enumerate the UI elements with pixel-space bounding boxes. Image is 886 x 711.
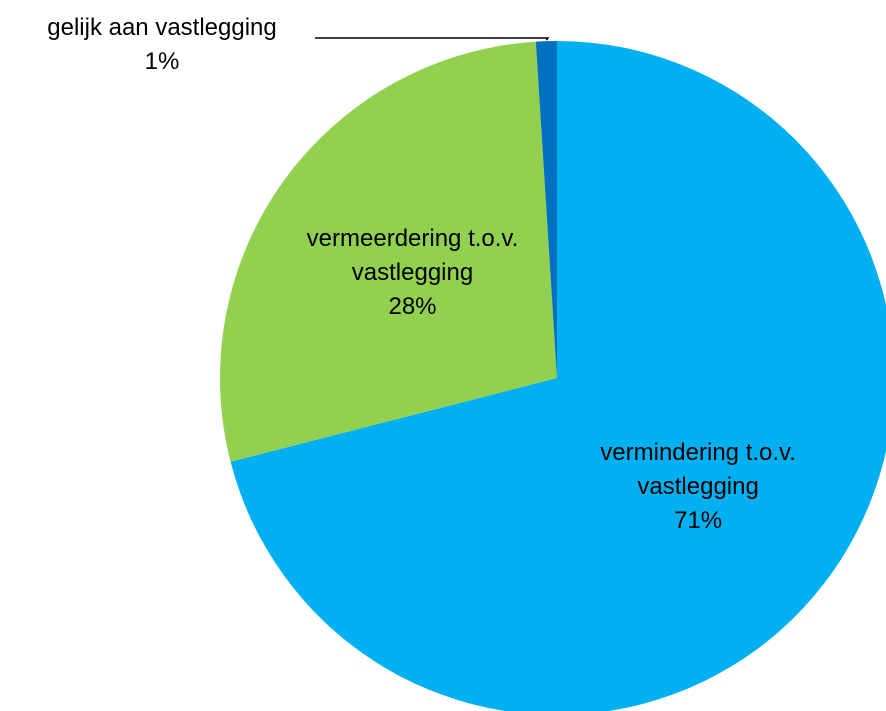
data-label: vermeerdering t.o.v. vastlegging 28% — [288, 222, 538, 324]
slice-name: vermeerdering t.o.v. vastlegging — [306, 225, 519, 287]
data-label: gelijk aan vastlegging 1% — [2, 11, 322, 79]
pie-slice — [230, 41, 886, 711]
pie-slice — [535, 41, 557, 378]
slice-value: 1% — [144, 48, 180, 75]
slice-name: vermindering t.o.v. vastlegging — [600, 439, 796, 501]
slice-value: 28% — [388, 293, 437, 321]
leader-line — [315, 37, 550, 41]
data-label: vermindering t.o.v. vastlegging 71% — [573, 436, 823, 538]
slice-value: 71% — [674, 507, 723, 535]
pie-slice — [219, 41, 557, 462]
slice-name: gelijk aan vastlegging — [47, 14, 277, 41]
